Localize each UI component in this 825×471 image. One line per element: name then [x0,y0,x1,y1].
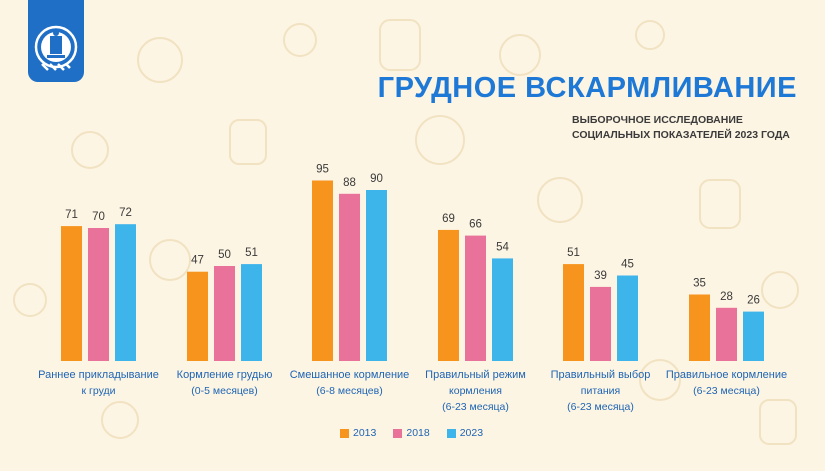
bar-2013-1 [187,271,208,361]
bar-2023-5 [743,311,764,361]
data-label-2023-3: 54 [496,241,509,253]
data-label-2013-0: 71 [65,209,78,221]
data-label-2018-5: 28 [720,291,733,303]
category-label-2-line-1: (6-8 месяцев) [316,385,382,397]
category-label-4-line-1: питания [581,385,620,397]
bar-2023-4 [617,275,638,361]
legend-item-2013: 2013 [340,427,376,439]
data-label-2023-0: 72 [119,207,132,219]
category-label-3-line-2: (6-23 месяца) [442,401,509,413]
page-subtitle: ВЫБОРОЧНОЕ ИССЛЕДОВАНИЕ СОЦИАЛЬНЫХ ПОКАЗ… [572,113,812,143]
bar-2023-1 [241,264,262,361]
subtitle-line-2: СОЦИАЛЬНЫХ ПОКАЗАТЕЛЕЙ 2023 ГОДА [572,129,790,141]
data-label-2013-3: 69 [442,213,455,225]
legend-label-2013: 2013 [353,427,377,439]
legend-swatch-2023 [446,428,456,438]
legend-swatch-2018 [393,428,403,438]
category-label-2-line-0: Смешанное кормление [290,369,410,381]
chart-legend: 2013 2018 2023 [340,427,483,439]
subtitle-line-1: ВЫБОРОЧНОЕ ИССЛЕДОВАНИЕ [572,114,743,126]
data-label-2018-2: 88 [343,177,356,189]
bar-2018-3 [465,235,486,361]
category-label-1-line-1: (0-5 месяцев) [191,385,257,397]
data-label-2023-5: 26 [747,295,760,307]
page-title: ГРУДНОЕ ВСКАРМЛИВАНИЕ [377,72,797,104]
state-emblem-logo [28,0,84,82]
category-label-5-line-0: Правильное кормление [666,369,787,381]
data-label-2013-4: 51 [567,247,580,259]
bar-2013-2 [312,180,333,361]
data-label-2023-4: 45 [621,259,634,271]
bar-2023-3 [492,258,513,361]
data-label-2013-5: 35 [693,278,706,290]
bar-2018-5 [716,307,737,361]
category-label-0-line-1: к груди [82,385,116,397]
bar-2013-3 [438,229,459,361]
data-label-2018-3: 66 [469,219,482,231]
category-label-3-line-1: кормления [449,385,502,397]
category-label-4-line-0: Правильный выбор [551,369,651,381]
bar-2023-0 [115,224,136,361]
bar-2018-4 [590,286,611,361]
bar-2023-2 [366,190,387,361]
bar-2013-0 [61,226,82,361]
bar-2018-1 [214,266,235,361]
legend-swatch-2013 [340,428,349,438]
data-label-2018-1: 50 [218,249,231,261]
category-label-5-line-1: (6-23 месяца) [693,385,760,397]
category-label-3-line-0: Правильный режим [425,369,526,381]
bar-2013-4 [563,264,584,361]
data-label-2013-1: 47 [191,255,204,267]
category-label-1-line-0: Кормление грудью [177,369,273,381]
legend-item-2018: 2018 [393,427,430,439]
legend-item-2023: 2023 [446,427,484,439]
bar-2013-5 [689,294,710,361]
data-label-2013-2: 95 [316,164,329,176]
legend-label-2018: 2018 [406,427,430,439]
bar-2018-0 [88,228,109,361]
data-label-2018-4: 39 [594,270,607,282]
state-emblem-icon [34,25,78,71]
data-label-2023-1: 51 [245,247,258,259]
category-label-4-line-2: (6-23 месяца) [567,401,634,413]
bar-2018-2 [339,193,360,361]
data-label-2018-0: 70 [92,211,105,223]
data-label-2023-2: 90 [370,173,383,185]
legend-label-2023: 2023 [459,427,484,439]
category-label-0-line-0: Раннее прикладывание [38,369,159,381]
